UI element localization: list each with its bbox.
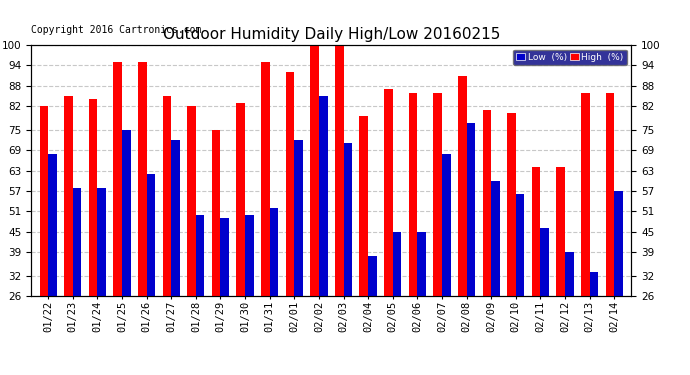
Bar bbox=[359, 116, 368, 375]
Bar bbox=[417, 232, 426, 375]
Bar bbox=[286, 72, 295, 375]
Title: Outdoor Humidity Daily High/Low 20160215: Outdoor Humidity Daily High/Low 20160215 bbox=[163, 27, 500, 42]
Text: Copyright 2016 Cartronics.com: Copyright 2016 Cartronics.com bbox=[31, 25, 201, 35]
Bar bbox=[368, 255, 377, 375]
Bar bbox=[212, 130, 221, 375]
Bar bbox=[113, 62, 122, 375]
Bar bbox=[581, 93, 589, 375]
Bar bbox=[89, 99, 97, 375]
Bar bbox=[237, 103, 245, 375]
Bar bbox=[122, 130, 130, 375]
Bar bbox=[310, 45, 319, 375]
Bar bbox=[482, 110, 491, 375]
Bar bbox=[97, 188, 106, 375]
Bar bbox=[532, 167, 540, 375]
Bar bbox=[73, 188, 81, 375]
Bar bbox=[515, 194, 524, 375]
Bar bbox=[261, 62, 270, 375]
Bar bbox=[556, 167, 565, 375]
Bar bbox=[64, 96, 73, 375]
Bar bbox=[344, 144, 352, 375]
Bar bbox=[221, 218, 229, 375]
Bar bbox=[295, 140, 303, 375]
Bar bbox=[606, 93, 614, 375]
Bar bbox=[589, 273, 598, 375]
Bar bbox=[147, 174, 155, 375]
Bar bbox=[458, 75, 466, 375]
Bar bbox=[138, 62, 147, 375]
Bar bbox=[270, 208, 278, 375]
Legend: Low  (%), High  (%): Low (%), High (%) bbox=[513, 50, 627, 65]
Bar bbox=[39, 106, 48, 375]
Bar bbox=[565, 252, 573, 375]
Bar bbox=[393, 232, 402, 375]
Bar bbox=[171, 140, 180, 375]
Bar bbox=[540, 228, 549, 375]
Bar bbox=[245, 215, 254, 375]
Bar bbox=[433, 93, 442, 375]
Bar bbox=[491, 181, 500, 375]
Bar bbox=[442, 154, 451, 375]
Bar bbox=[48, 154, 57, 375]
Bar bbox=[507, 113, 515, 375]
Bar bbox=[196, 215, 204, 375]
Bar bbox=[187, 106, 196, 375]
Bar bbox=[408, 93, 417, 375]
Bar bbox=[163, 96, 171, 375]
Bar bbox=[335, 45, 344, 375]
Bar bbox=[384, 89, 393, 375]
Bar bbox=[614, 191, 623, 375]
Bar bbox=[466, 123, 475, 375]
Bar bbox=[319, 96, 328, 375]
